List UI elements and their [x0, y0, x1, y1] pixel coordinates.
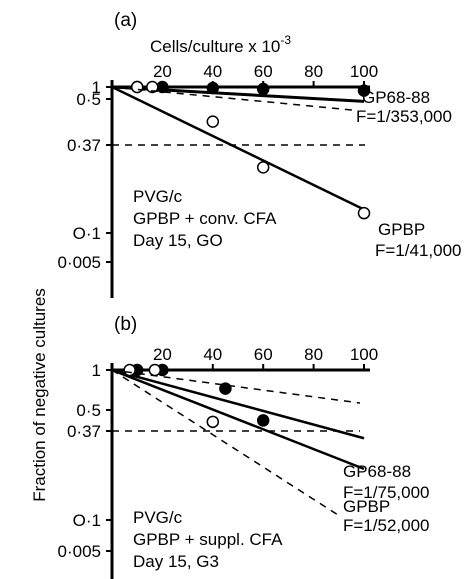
panel-a-y-tick-label: 0·5: [76, 90, 101, 109]
panel-b: (b) 20 40 60 80 100 1 0·5 0·37 O·1 0·005 PVG/c G…: [58, 314, 430, 579]
y-axis-label: Fraction of negative cultures: [30, 288, 49, 502]
panel-b-series-frequency: F=1/75,000: [343, 483, 430, 502]
panel-a-y-tick-label: 0·005: [58, 253, 101, 272]
panel-b-x-tick-label: 100: [350, 345, 378, 364]
panel-a-fit-line-gpbp: [111, 85, 365, 211]
panel-a-point-gpbp: [206, 115, 220, 128]
panel-b-fit-line-gp68-88: [111, 368, 365, 440]
panel-b-x-tick-label: 60: [254, 345, 273, 364]
panel-a-x-axis-label: Cells/culture x 10-3: [150, 33, 291, 56]
panel-a-point-gpbp: [146, 80, 159, 94]
panel-b-x-tick-label: 20: [153, 345, 172, 364]
panel-b-annotation-line-1: PVG/c: [133, 508, 183, 527]
panel-a-y-tick-label: O·1: [73, 224, 101, 243]
panel-b-y-tick-label: O·1: [73, 511, 101, 530]
panel-b-point-gpbp: [123, 363, 136, 377]
panel-a-annotation-line-1: PVG/c: [133, 187, 183, 206]
panel-a: (a) Cells/culture x 10-3 20 40 60 80 100 10·…: [58, 10, 462, 298]
panel-a-annotation-line-3: Day 15, GO: [133, 231, 223, 250]
panel-b-fit-line-gpbp: [111, 368, 365, 471]
panel-b-x-tick-label: 80: [304, 345, 323, 364]
panel-b-series-name: GPBP: [343, 497, 390, 516]
panel-b-y-tick-label: 0·005: [58, 542, 101, 561]
panel-a-point-gpbp: [357, 206, 371, 220]
panel-a-point-gp68-88: [357, 84, 371, 97]
panel-a-x-tick-label: 80: [304, 62, 323, 81]
panel-a-x-tick-label: 20: [153, 62, 172, 81]
panel-a-label: (a): [114, 10, 137, 31]
panel-a-point-gp68-88: [256, 82, 270, 96]
panel-a-y-tick-label: 1: [92, 78, 101, 97]
panel-b-x-tick-label: 40: [203, 345, 222, 364]
panel-a-series-name: GP68-88: [362, 88, 430, 107]
panel-b-confidence-line: [111, 369, 361, 404]
panel-b-point-gpbp: [206, 415, 220, 429]
panel-a-point-gpbp: [130, 80, 144, 94]
panel-a-point-gp68-88: [206, 81, 220, 95]
panel-b-label: (b): [114, 314, 137, 335]
panel-b-point-gpbp: [148, 363, 162, 377]
panel-b-series-frequency: F=1/52,000: [343, 516, 430, 535]
panel-b-y-tick-label: 0·5: [76, 401, 101, 420]
panel-a-series-frequency: F=1/41,000: [375, 241, 462, 260]
panel-a-annotation-line-2: GPBP + conv. CFA: [133, 209, 277, 228]
panel-a-x-tick-label: 60: [254, 62, 273, 81]
panel-b-annotation-line-2: GPBP + suppl. CFA: [133, 530, 283, 549]
panel-b-point-gp68-88: [256, 414, 270, 427]
panel-b-y-tick-label: 1: [92, 361, 101, 380]
panel-a-confidence-line: [111, 86, 353, 111]
panel-a-series-name: GPBP: [378, 220, 425, 239]
panel-b-y-tick-label: 0·37: [67, 422, 101, 441]
panel-a-x-tick-label: 100: [350, 62, 378, 81]
panel-a-x-tick-label: 40: [203, 62, 222, 81]
panel-a-series-frequency: F=1/353,000: [356, 107, 452, 126]
panel-b-annotation-line-3: Day 15, G3: [133, 552, 219, 571]
panel-a-y-tick-label: 0·37: [67, 136, 101, 155]
panel-a-point-gpbp: [256, 161, 270, 174]
panel-b-confidence-line: [111, 369, 339, 516]
